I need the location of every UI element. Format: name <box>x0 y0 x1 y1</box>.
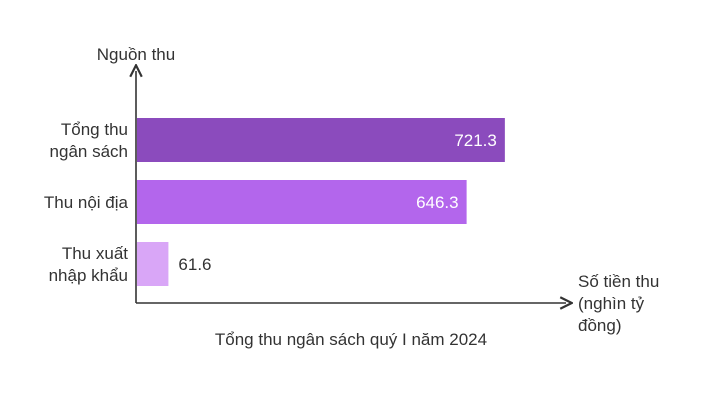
bar-2 <box>137 180 467 224</box>
category-label-1: Tổng thu ngân sách <box>50 120 128 161</box>
value-label-1: 721.3 <box>454 131 497 150</box>
bars-group <box>137 118 505 286</box>
bar-3 <box>137 242 169 286</box>
category-label-3: Thu xuất nhập khẩu <box>49 244 129 285</box>
y-axis-title: Nguồn thu <box>97 45 175 64</box>
category-labels: Tổng thu ngân sách Thu nội địa Thu xuất nhập… <box>44 120 129 285</box>
value-labels: 721.3 646.3 61.6 <box>178 131 496 274</box>
bar-1 <box>137 118 505 162</box>
value-label-2: 646.3 <box>416 193 459 212</box>
chart-caption: Tổng thu ngân sách quý I năm 2024 <box>215 330 487 349</box>
x-axis-title: Số tiền thu (nghìn tỷ đồng) <box>578 272 659 335</box>
category-label-2: Thu nội địa <box>44 193 129 212</box>
value-label-3: 61.6 <box>178 255 211 274</box>
